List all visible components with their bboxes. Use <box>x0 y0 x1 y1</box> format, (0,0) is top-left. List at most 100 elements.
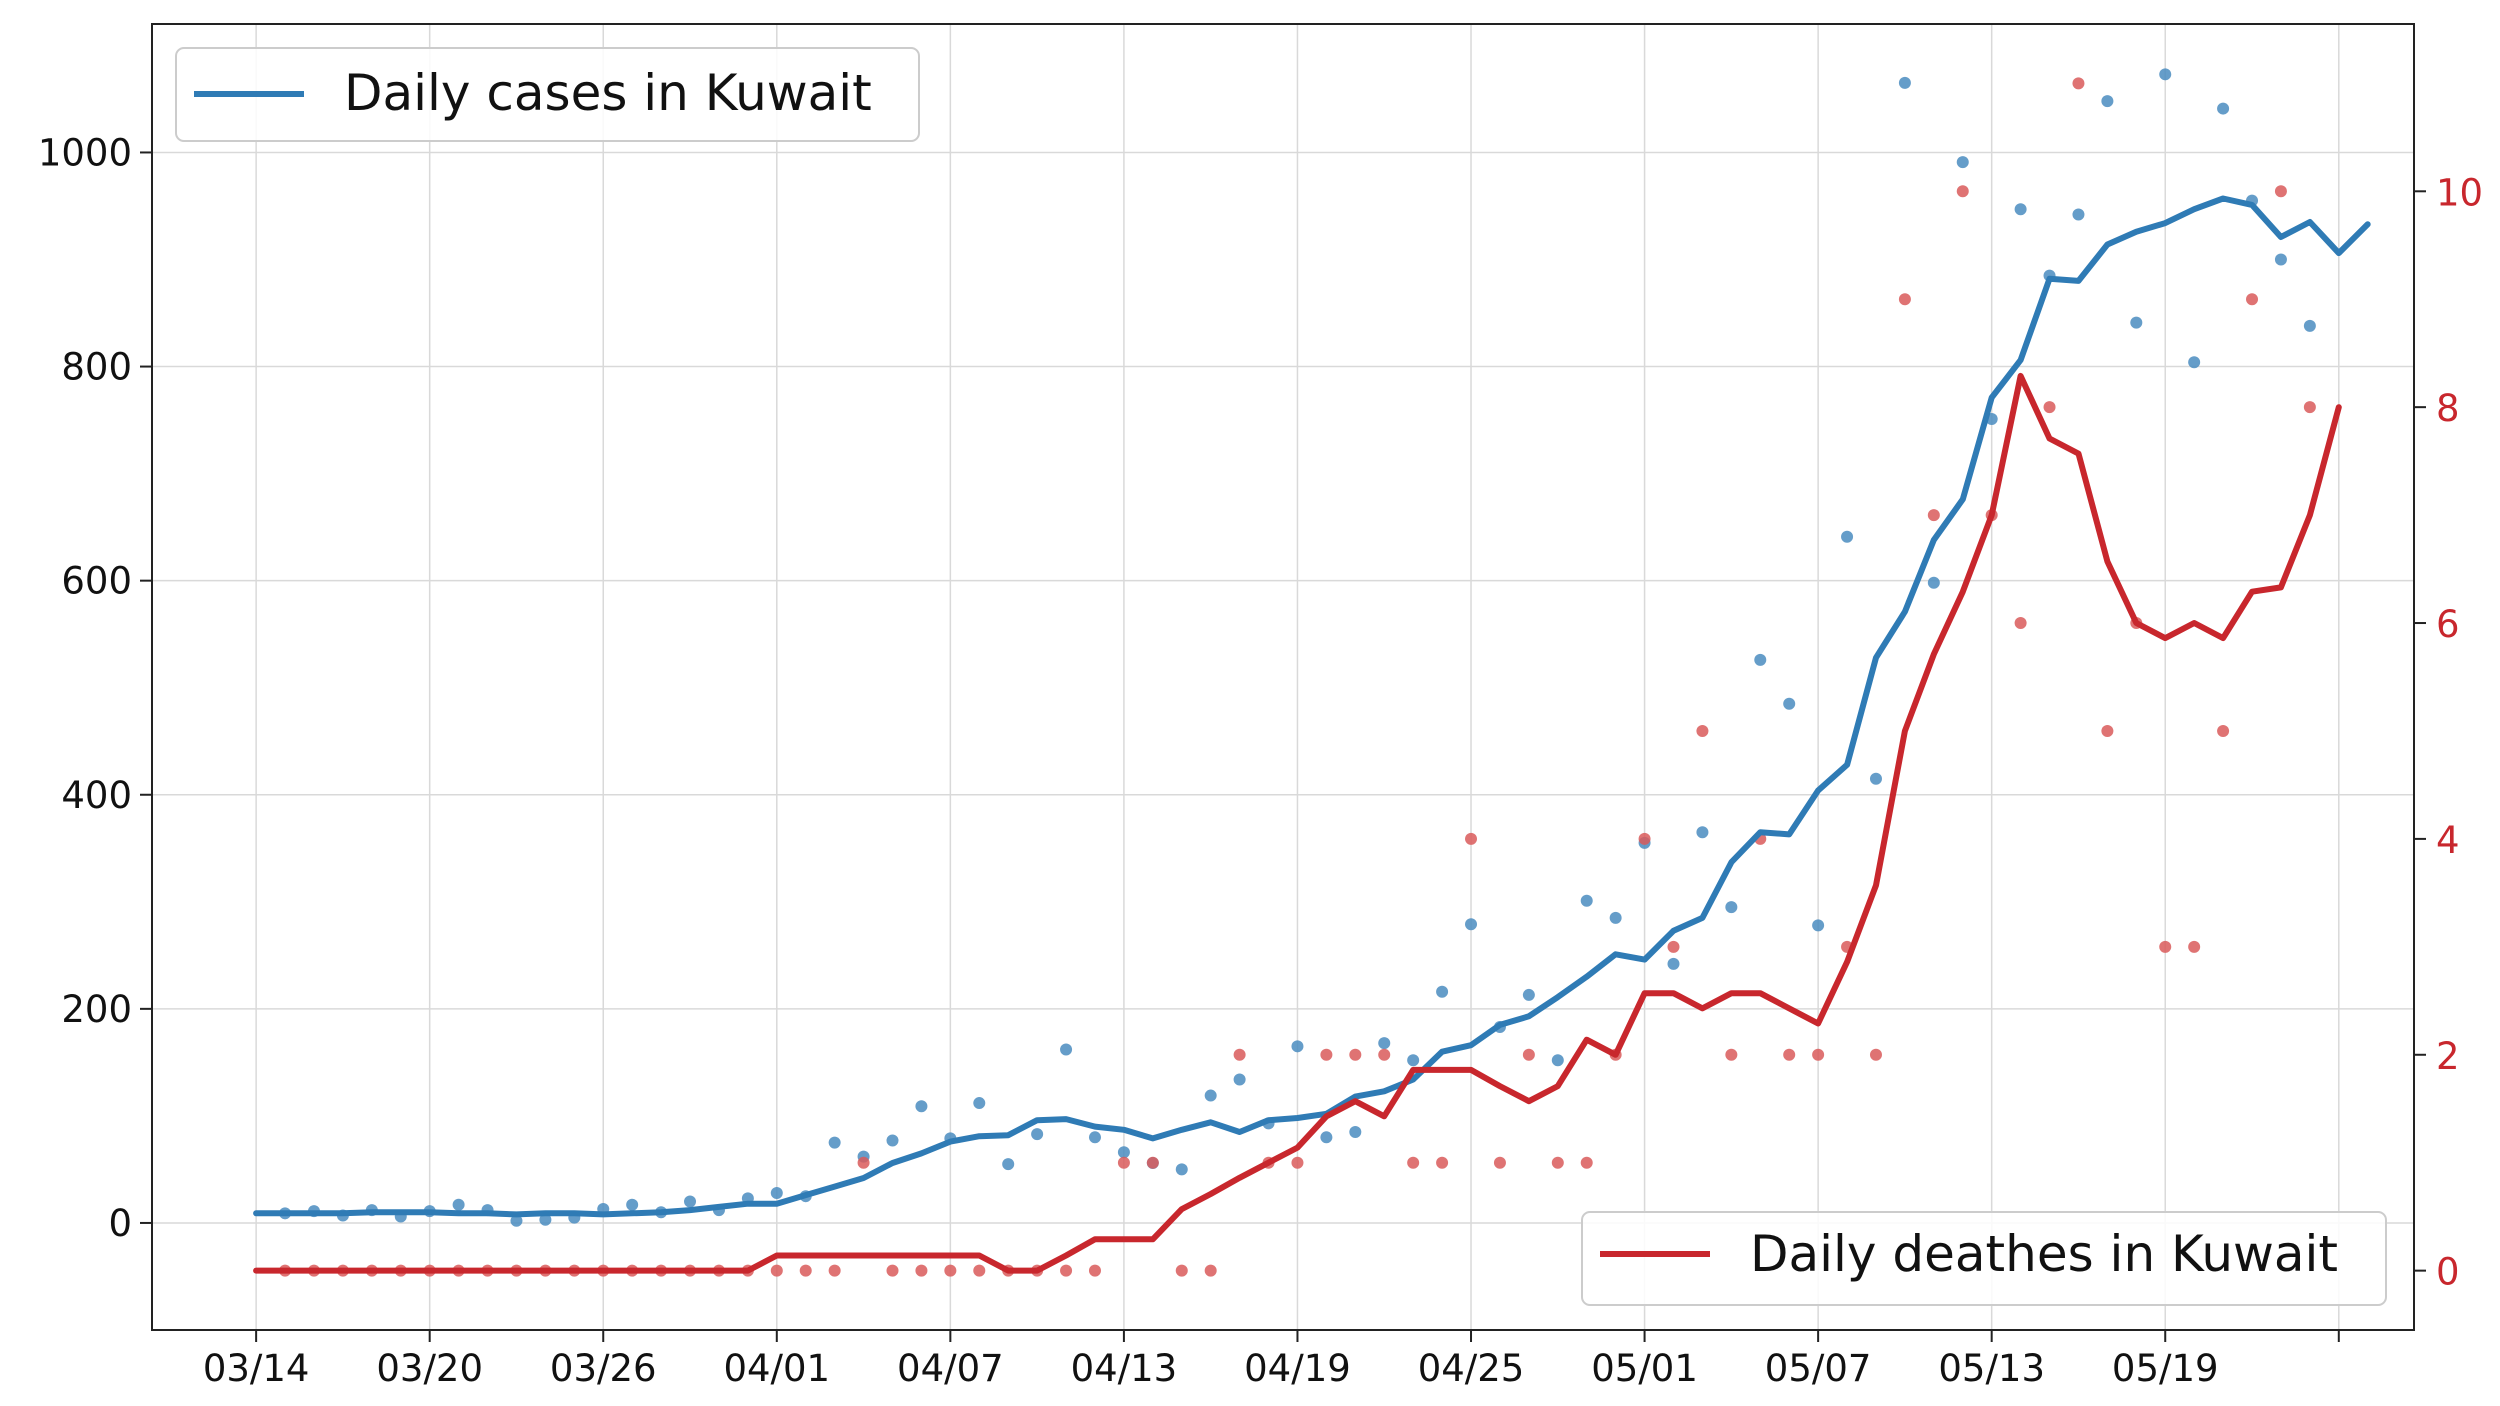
x-tick-label: 05/13 <box>1938 1347 2045 1390</box>
deaths-daily-point <box>1667 940 1680 953</box>
deaths-daily-point <box>1465 832 1478 845</box>
cases-daily-point <box>510 1214 523 1227</box>
cases-daily-point <box>1783 697 1796 710</box>
deaths-daily-point <box>1522 1048 1535 1061</box>
deaths-daily-point <box>886 1264 899 1277</box>
cases-daily-point <box>1927 576 1940 589</box>
cases-daily-point <box>2274 253 2287 266</box>
deaths-daily-point <box>1436 1156 1449 1169</box>
cases-daily-point <box>1754 653 1767 666</box>
deaths-daily-point <box>1956 185 1969 198</box>
cases-daily-point <box>452 1198 465 1211</box>
deaths-daily-point <box>1349 1048 1362 1061</box>
deaths-daily-point <box>2188 940 2201 953</box>
cases-daily-point <box>1667 957 1680 970</box>
cases-daily-point <box>1898 76 1911 89</box>
x-tick-label: 05/19 <box>2112 1347 2219 1390</box>
deaths-rolling-line <box>253 372 2342 1274</box>
cases-daily-point <box>1002 1158 1015 1171</box>
deaths-daily-point <box>1638 832 1651 845</box>
cases-daily-point <box>1725 901 1738 914</box>
cases-daily-point <box>828 1136 841 1149</box>
cases-daily-point <box>1696 826 1709 839</box>
right-y-axis: 0 2 4 6 8 10 <box>2414 171 2483 1294</box>
cases-daily-point <box>1204 1089 1217 1102</box>
cases-daily-point <box>2130 316 2143 329</box>
deaths-daily-point <box>973 1264 986 1277</box>
deaths-daily-point <box>770 1264 783 1277</box>
right-tick-label: 4 <box>2436 819 2460 862</box>
deaths-daily-point <box>1812 1048 1825 1061</box>
cases-daily-point <box>1320 1131 1333 1144</box>
x-tick-label: 04/07 <box>897 1347 1004 1390</box>
deaths-daily-point <box>1580 1156 1593 1169</box>
cases-daily-point <box>2303 319 2316 332</box>
legend-deaths-label: Daily deathes in Kuwait <box>1750 1225 2338 1283</box>
cases-daily-point <box>2101 95 2114 108</box>
cases-daily-point <box>1551 1054 1564 1067</box>
legend-deaths-box <box>1581 1211 2387 1306</box>
deaths-daily-point <box>1378 1048 1391 1061</box>
cases-daily-point <box>1956 156 1969 169</box>
left-tick-label: 400 <box>61 774 132 817</box>
cases-daily-point <box>2217 102 2230 115</box>
cases-daily-point <box>1031 1128 1044 1141</box>
left-tick-label: 0 <box>108 1202 132 1245</box>
deaths-daily-point <box>1493 1156 1506 1169</box>
deaths-daily-point <box>1320 1048 1333 1061</box>
cases-daily-point <box>1812 919 1825 932</box>
cases-daily-point <box>1580 894 1593 907</box>
deaths-daily-point <box>799 1264 812 1277</box>
cases-daily-point <box>1088 1131 1101 1144</box>
cases-daily-point <box>1117 1146 1130 1159</box>
left-tick-label: 600 <box>61 560 132 603</box>
deaths-daily-point <box>1060 1264 1073 1277</box>
cases-daily-point <box>886 1134 899 1147</box>
deaths-daily-point <box>1175 1264 1188 1277</box>
cases-daily-point <box>2014 203 2027 216</box>
cases-daily-point <box>1233 1073 1246 1086</box>
x-axis: 03/14 03/20 03/26 04/01 04/07 04/13 04/19 04/25… <box>203 1330 2340 1390</box>
cases-daily-point <box>915 1100 928 1113</box>
deaths-daily-point <box>2043 401 2056 414</box>
deaths-daily-point <box>2072 77 2085 90</box>
deaths-daily-point <box>1725 1048 1738 1061</box>
cases-daily-point <box>2159 68 2172 81</box>
right-tick-label: 2 <box>2436 1035 2460 1078</box>
deaths-daily-point <box>1869 1048 1882 1061</box>
x-tick-label: 04/19 <box>1244 1347 1351 1390</box>
cases-daily-point <box>1291 1040 1304 1053</box>
right-tick-label: 6 <box>2436 603 2460 646</box>
deaths-daily-point <box>857 1156 870 1169</box>
deaths-daily-point <box>1696 724 1709 737</box>
cases-daily-point <box>1175 1163 1188 1176</box>
deaths-daily-point <box>1783 1048 1796 1061</box>
x-tick-label: 05/01 <box>1591 1347 1698 1390</box>
cases-daily-point <box>973 1097 986 1110</box>
cases-daily-point <box>626 1198 639 1211</box>
cases-daily-point <box>1060 1043 1073 1056</box>
deaths-daily-point <box>2159 940 2172 953</box>
x-tick-label: 03/20 <box>376 1347 483 1390</box>
x-tick-label: 04/13 <box>1071 1347 1178 1390</box>
cases-daily-point <box>1378 1037 1391 1050</box>
plot-frame <box>151 23 2415 1331</box>
right-tick-label: 10 <box>2436 171 2483 214</box>
cases-daily-point <box>1869 772 1882 785</box>
deaths-daily-point <box>1117 1156 1130 1169</box>
legend-cases-box <box>175 47 920 142</box>
deaths-daily-point <box>1204 1264 1217 1277</box>
cases-daily-point <box>2072 208 2085 221</box>
deaths-daily-point <box>2303 401 2316 414</box>
deaths-daily-point <box>915 1264 928 1277</box>
legend-deaths: Daily deathes in Kuwait <box>1581 1211 2387 1306</box>
deaths-daily-point <box>2101 724 2114 737</box>
deaths-daily-point <box>1291 1156 1304 1169</box>
deaths-daily-point <box>2246 293 2259 306</box>
deaths-daily-point <box>2274 185 2287 198</box>
cases-daily-point <box>1841 530 1854 543</box>
deaths-daily-point <box>828 1264 841 1277</box>
cases-daily-point <box>1465 918 1478 931</box>
cases-daily-point <box>539 1213 552 1226</box>
